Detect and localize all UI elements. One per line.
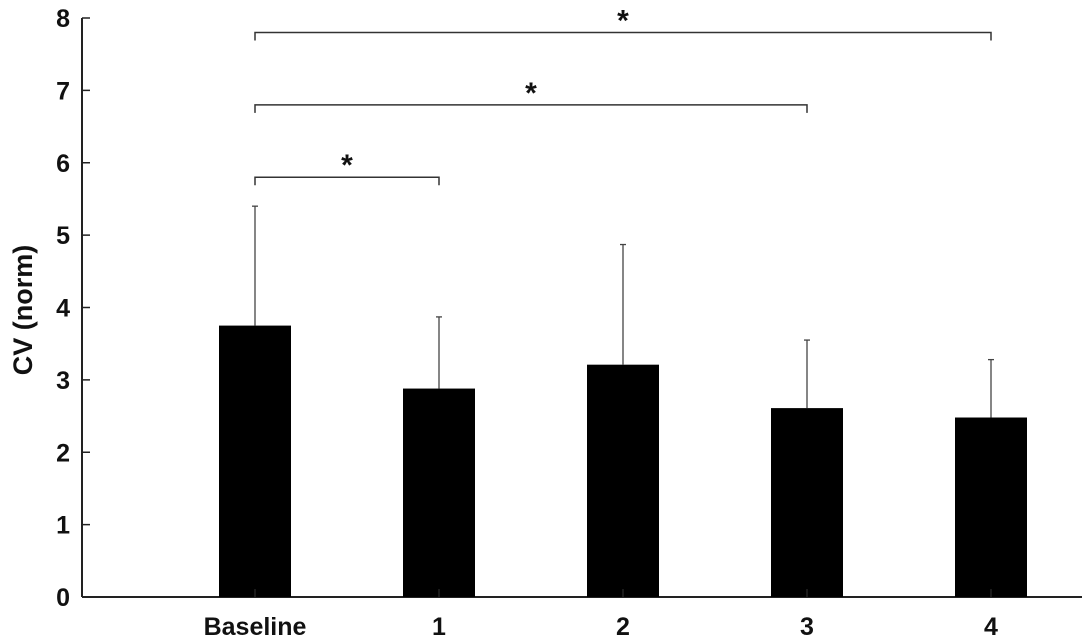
significance-star: *	[341, 149, 353, 182]
significance-brackets: * * *	[254, 4, 992, 186]
x-tick-label: Baseline	[204, 613, 307, 641]
y-tick-label: 3	[56, 367, 70, 395]
y-tick-label: 1	[56, 512, 70, 540]
y-tick-label: 6	[56, 150, 70, 178]
error-bars	[252, 205, 994, 418]
bar	[219, 325, 291, 597]
significance-bracket	[254, 104, 808, 113]
y-tick-label: 0	[56, 584, 70, 612]
y-tick-label: 2	[56, 439, 70, 467]
significance-bracket	[254, 31, 992, 41]
y-tick-label: 7	[56, 77, 70, 105]
bars	[219, 325, 1027, 597]
y-tick-label: 4	[56, 295, 70, 323]
significance-star: *	[617, 4, 629, 37]
bar	[955, 417, 1027, 597]
y-tick-label: 8	[56, 5, 70, 33]
significance-star: *	[525, 77, 537, 110]
x-tick-label: 3	[800, 613, 814, 641]
y-ticks: 0 1 2 3 4 5 6 7 8	[56, 5, 90, 612]
significance-bracket	[254, 176, 440, 186]
x-ticks: Baseline 1 2 3 4	[204, 589, 998, 641]
x-tick-label: 1	[432, 613, 446, 641]
x-tick-label: 4	[984, 613, 998, 641]
bar	[587, 364, 659, 597]
bar	[771, 408, 843, 597]
bar	[403, 388, 475, 597]
x-tick-label: 2	[616, 613, 630, 641]
y-tick-label: 5	[56, 222, 70, 250]
y-axis-title: CV (norm)	[8, 245, 38, 376]
